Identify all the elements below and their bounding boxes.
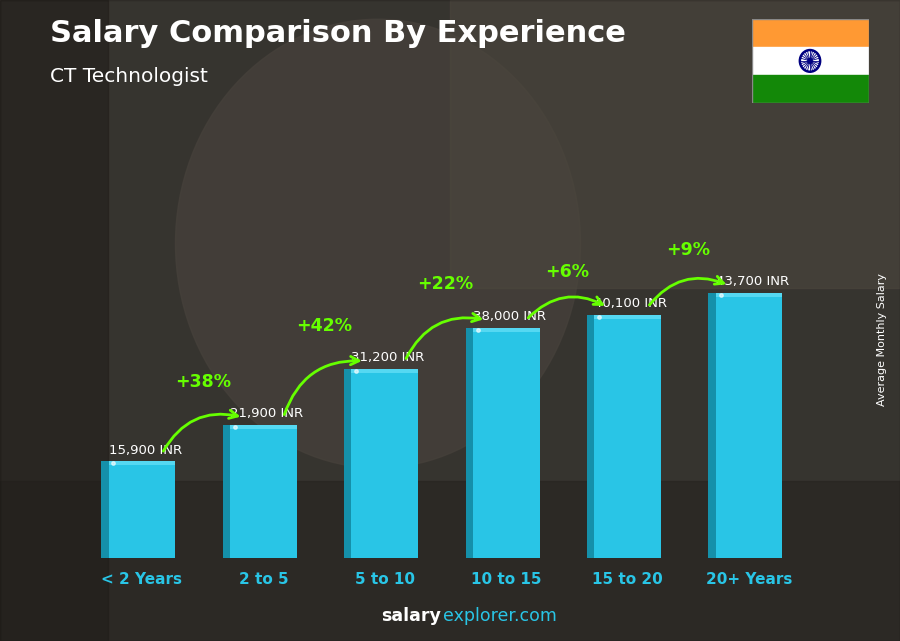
Bar <box>0 481 900 641</box>
Text: CT Technologist: CT Technologist <box>50 67 207 87</box>
Text: +22%: +22% <box>418 276 473 294</box>
Bar <box>708 293 716 558</box>
Text: 40,100 INR: 40,100 INR <box>594 297 667 310</box>
Text: 15,900 INR: 15,900 INR <box>109 444 182 456</box>
Bar <box>230 425 297 558</box>
Bar <box>472 328 540 331</box>
Bar <box>109 462 176 465</box>
Text: salary: salary <box>381 607 441 625</box>
Bar <box>450 0 900 288</box>
Bar <box>222 425 230 558</box>
Text: +38%: +38% <box>175 373 230 391</box>
Bar <box>587 315 594 558</box>
Text: 38,000 INR: 38,000 INR <box>472 310 545 323</box>
Text: +6%: +6% <box>544 263 589 281</box>
Text: 43,700 INR: 43,700 INR <box>716 276 788 288</box>
Bar <box>230 425 297 429</box>
Bar <box>101 462 109 558</box>
Bar <box>752 75 868 103</box>
Bar <box>472 328 540 558</box>
Text: 21,900 INR: 21,900 INR <box>230 408 303 420</box>
Text: 31,200 INR: 31,200 INR <box>351 351 425 364</box>
Ellipse shape <box>176 19 580 468</box>
Bar <box>752 47 868 75</box>
Bar <box>465 328 472 558</box>
Text: Average Monthly Salary: Average Monthly Salary <box>877 273 887 406</box>
Bar <box>594 315 661 319</box>
Circle shape <box>808 58 812 63</box>
Bar <box>716 293 782 558</box>
Bar <box>344 369 351 558</box>
Bar <box>594 315 661 558</box>
Text: explorer.com: explorer.com <box>443 607 557 625</box>
Bar <box>109 462 176 558</box>
Bar <box>351 369 418 558</box>
Text: +42%: +42% <box>296 317 352 335</box>
Bar <box>716 294 782 297</box>
Bar <box>752 19 868 47</box>
Bar <box>351 369 418 373</box>
Bar <box>0 0 108 641</box>
Text: +9%: +9% <box>666 241 710 259</box>
Text: Salary Comparison By Experience: Salary Comparison By Experience <box>50 19 625 48</box>
